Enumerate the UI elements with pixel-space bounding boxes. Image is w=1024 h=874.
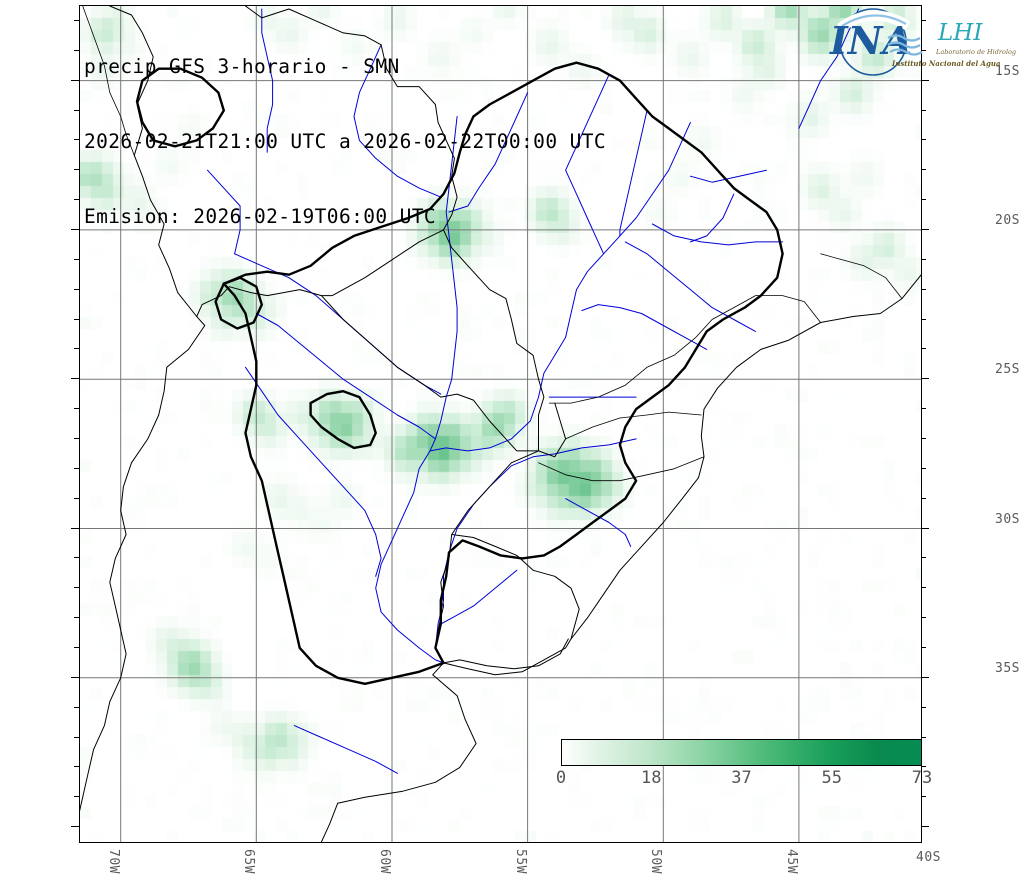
axis-tick [74,587,79,589]
axis-tick [71,527,79,529]
lat-label-35s: 35S [995,660,1020,676]
title-line-valid-period: 2026-02-21T21:00 UTC a 2026-02-22T00:00 … [84,130,607,153]
logo-institute-name: Instituto Nacional del Agua [891,59,1001,68]
axis-tick [921,497,926,499]
axis-tick [921,79,929,81]
axis-tick [74,736,79,738]
colorbar-tick-labels: 0 18 37 55 73 [556,766,932,790]
axis-tick [71,378,79,380]
axis-tick [74,497,79,499]
axis-tick [74,288,79,290]
axis-tick [921,199,926,201]
axis-tick [921,557,926,559]
axis-tick [74,348,79,350]
axis-tick [921,796,926,798]
colorbar-tick-18: 18 [641,768,662,788]
axis-tick [921,736,926,738]
axis-tick [921,19,926,21]
colorbar-tick-0: 0 [555,768,567,788]
lon-label-50w: 50W [648,849,664,874]
axis-tick [921,587,926,589]
colorbar-gradient [561,739,922,766]
axis-tick [74,19,79,21]
axis-tick [74,617,79,619]
axis-tick [74,796,79,798]
logo-acronym: INA [829,18,912,63]
axis-tick [71,676,79,678]
axis-tick [74,557,79,559]
axis-tick [921,826,929,828]
corner-latitude-label: 40S [916,850,941,865]
axis-tick [921,527,929,529]
axis-tick [921,348,926,350]
axis-tick [74,766,79,768]
title-line-emission: Emision: 2026-02-19T06:00 UTC [84,205,437,228]
chart-title-block: precip GFS 3-horario - SMN 2026-02-21T21… [84,4,606,254]
axis-tick [921,318,926,320]
logo-lab-acronym: LHI [937,20,983,46]
axis-tick [74,199,79,201]
lon-label-45w: 45W [783,849,799,874]
colorbar-tick-55: 55 [821,768,842,788]
axis-tick [74,109,79,111]
axis-tick [921,49,926,51]
lon-label-70w: 70W [105,849,121,874]
axis-tick [71,228,79,230]
logo-lab-name: Laboratorio de Hidrologia [935,48,1016,56]
axis-tick [74,437,79,439]
axis-tick [921,139,926,141]
axis-tick [74,646,79,648]
lon-label-60w: 60W [376,849,392,874]
axis-tick [921,288,926,290]
axis-tick [74,169,79,171]
map-plot-area [79,5,922,843]
colorbar-tick-73: 73 [911,768,933,788]
lon-label-65w: 65W [241,849,257,874]
axis-tick [74,467,79,469]
lon-label-55w: 55W [512,849,528,874]
axis-tick [921,646,926,648]
axis-tick [74,139,79,141]
lat-label-30s: 30S [995,511,1020,527]
axis-tick [74,258,79,260]
lat-label-15s: 15S [995,63,1020,79]
axis-tick [74,706,79,708]
axis-tick [921,169,926,171]
title-line-variable: precip GFS 3-horario - SMN [84,55,400,78]
lat-label-25s: 25S [995,362,1020,378]
axis-tick [74,318,79,320]
logo-water-waves [887,34,923,56]
axis-tick [74,408,79,410]
axis-tick [71,79,79,81]
colorbar: 0 18 37 55 73 [556,739,932,790]
lat-label-20s: 20S [995,212,1020,228]
axis-tick [921,378,929,380]
ina-lhi-logo: INA Instituto Nacional del Agua LHI Labo… [829,8,1016,76]
axis-tick [74,49,79,51]
axis-tick [921,706,926,708]
axis-tick [921,766,926,768]
axis-tick [921,676,929,678]
axis-tick [921,617,926,619]
axis-tick [921,258,926,260]
axis-tick [921,467,926,469]
axis-tick [921,408,926,410]
axis-tick [921,228,929,230]
axis-tick [71,826,79,828]
colorbar-tick-37: 37 [731,768,752,788]
axis-tick [921,437,926,439]
axis-tick [921,109,926,111]
